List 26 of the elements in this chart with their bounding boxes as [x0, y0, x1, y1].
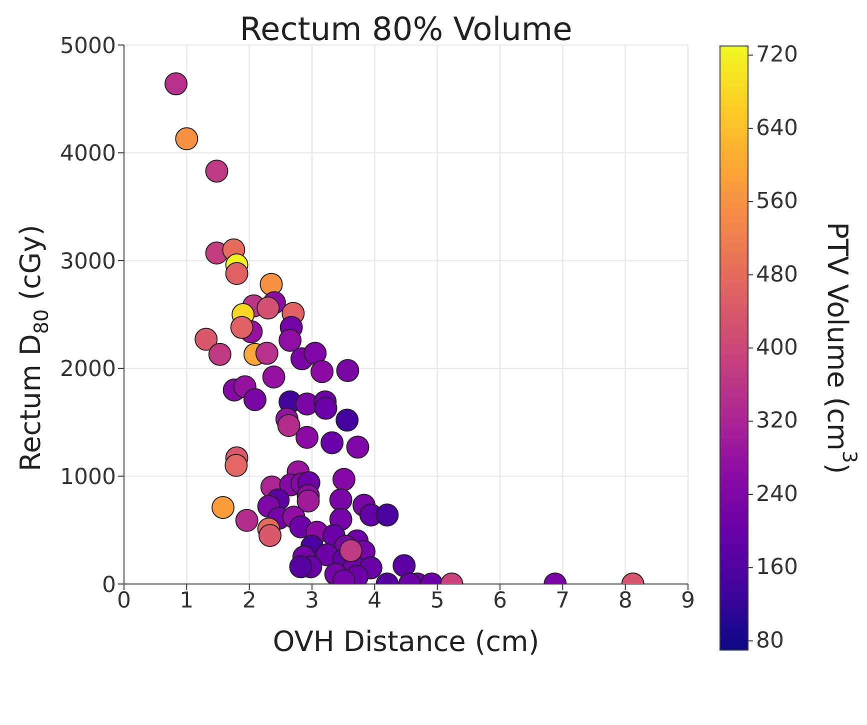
chart-title: Rectum 80% Volume — [238, 10, 574, 48]
color-bar-label: 720 — [756, 42, 798, 68]
x-tick-label: 5 — [430, 588, 444, 614]
x-tick-label: 8 — [618, 588, 632, 614]
x-tick-label: 1 — [180, 588, 194, 614]
y-tick-label: 3000 — [60, 249, 116, 274]
x-tick-label: 7 — [556, 588, 570, 614]
x-tick-label: 2 — [242, 588, 256, 614]
color-bar-label: 320 — [756, 408, 798, 434]
color-bar-label: 640 — [756, 116, 798, 141]
x-tick-label: 3 — [305, 588, 319, 614]
y-tick-label: 0 — [102, 572, 116, 598]
color-bar-label: 160 — [756, 555, 798, 580]
x-tick-label: 9 — [681, 588, 695, 614]
y-tick-label: 5000 — [60, 34, 116, 59]
color-bar-label: 560 — [756, 189, 798, 214]
x-axis-title: OVH Distance (cm) — [272, 625, 540, 658]
color-bar-label: 400 — [756, 336, 798, 360]
x-tick-label: 6 — [493, 588, 507, 614]
y-tick-label: 4000 — [60, 142, 116, 167]
x-tick-label: 4 — [368, 588, 382, 614]
color-bar-label: 480 — [756, 262, 798, 288]
color-bar-label: 240 — [756, 482, 798, 507]
y-tick-label: 1000 — [60, 465, 116, 490]
color-bar-label: 80 — [756, 628, 784, 654]
y-tick-label: 2000 — [60, 357, 116, 382]
